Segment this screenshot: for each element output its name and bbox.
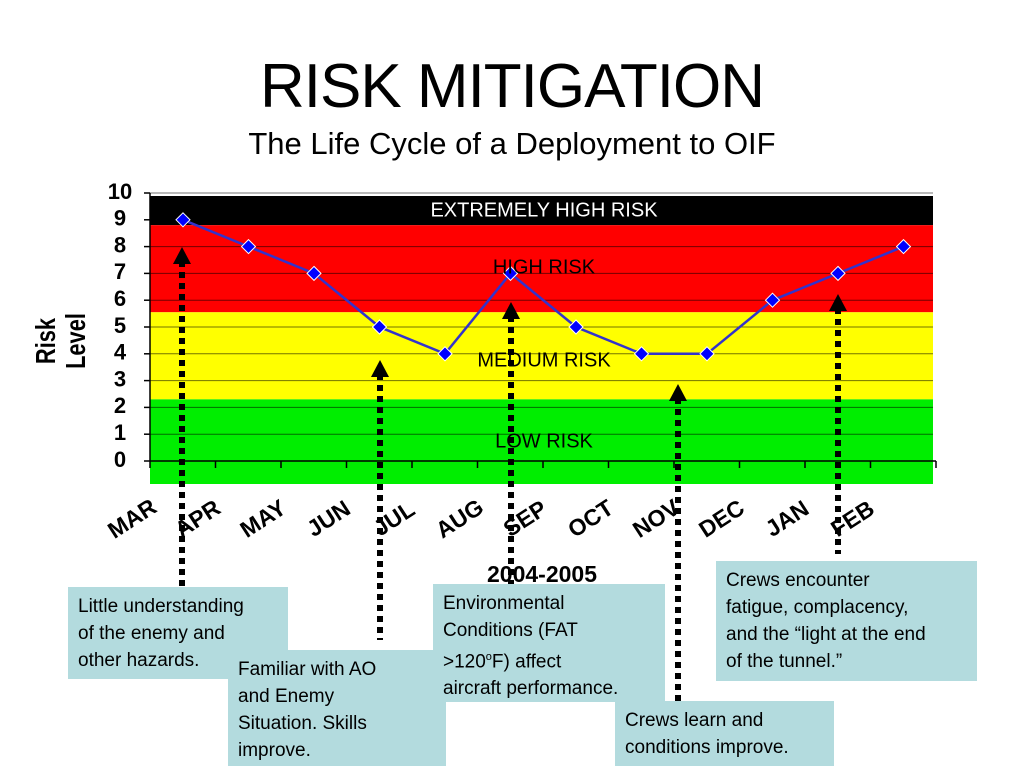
gridlines [150,192,933,435]
risk-bands [150,196,933,484]
x-axis-label: 2004-2005 [487,561,597,587]
band-label: LOW RISK [495,430,593,452]
y-tick-label: 10 [108,179,132,204]
callout-arrowhead [173,247,191,264]
callout-arrowhead [502,302,520,319]
risk-band [150,399,933,484]
y-tick-label: 5 [114,313,126,338]
x-tick-label: JUN [302,495,355,542]
x-tick-label: MAR [103,493,161,544]
data-point-marker [764,292,781,308]
degree-superscript: o [485,651,492,663]
data-point-marker [633,346,650,362]
x-tick-label: SEP [499,495,552,542]
data-point-marker [437,346,453,362]
y-tick-label: 3 [114,366,126,391]
x-tick-label: MAY [235,494,290,542]
note-text: F) affect [491,651,562,673]
x-tick-label: APR [170,494,225,542]
callout-arrowhead [371,360,389,377]
note-line: >120oF) affect [443,644,655,675]
callout-arrowhead [669,384,687,401]
x-tick-label: JAN [761,495,814,542]
note-line: Environmental [443,593,565,614]
note-text: >120 [443,651,486,673]
callout-arrowhead [829,294,847,311]
x-tick-label: DEC [694,494,749,542]
x-tick-label: AUG [431,494,488,544]
note-line: Familiar with AO [238,659,377,680]
data-point-marker [895,238,912,255]
x-tick-label: OCT [563,494,618,542]
note-line: and the “light at the end [726,624,926,645]
note-crews-fatigue: Crews encounter fatigue, complacency, an… [716,561,977,681]
y-tick-label: 6 [114,286,126,311]
note-line: fatigue, complacency, [726,597,909,618]
note-environmental-conditions: Environmental Conditions (FAT >120oF) af… [433,584,665,702]
note-line: Situation. Skills [238,713,367,734]
note-line: other hazards. [78,650,200,671]
note-line: and Enemy [238,686,335,707]
data-point-marker [830,265,846,282]
data-point-marker [568,319,584,335]
series-line [182,218,904,356]
y-tick-label: 1 [114,420,126,445]
note-line: improve. [238,740,311,761]
page-subtitle: The Life Cycle of a Deployment to OIF [248,126,776,161]
data-point-marker [240,238,257,255]
note-line: Crews encounter [726,570,870,591]
data-point-marker [699,346,715,362]
band-labels: EXTREMELY HIGH RISK HIGH RISK MEDIUM RISK L… [430,199,658,452]
x-tick-label: FEB [826,495,879,542]
x-tick-label: JUL [369,496,420,541]
callout-arrows [173,247,847,702]
x-tick-labels: MAR APR MAY JUN JUL AUG SEP OCT NOV DEC JAN FEB [103,493,879,544]
y-tick-label: 9 [114,206,126,231]
note-line: Crews learn and [625,710,764,731]
data-point-marker [502,265,519,282]
data-point-marker [371,319,388,335]
y-axis-label: Risk Level [30,313,91,369]
note-line: Conditions (FAT [443,620,578,641]
page-title: RISK MITIGATION [260,52,765,121]
y-tick-label: 7 [114,259,126,284]
note-line: conditions improve. [625,737,789,758]
data-point-marker [175,212,191,228]
note-line: of the enemy and [78,623,225,644]
y-tick-label: 2 [114,393,126,418]
band-label: EXTREMELY HIGH RISK [430,199,658,221]
band-label: HIGH RISK [493,256,596,278]
y-tick-label: 8 [114,232,126,257]
data-point-marker [306,265,322,282]
axes [144,192,937,468]
note-line: of the tunnel.” [726,651,843,672]
series-line [175,212,912,362]
y-tick-label: 0 [114,447,126,472]
y-tick-label: 4 [114,340,127,365]
band-label: MEDIUM RISK [477,349,611,371]
note-line: aircraft performance. [443,678,619,700]
note-crews-learn: Crews learn and conditions improve. [615,701,834,766]
note-skills-improve: Familiar with AO and Enemy Situation. Sk… [228,650,446,766]
note-line: Little understanding [78,596,244,617]
